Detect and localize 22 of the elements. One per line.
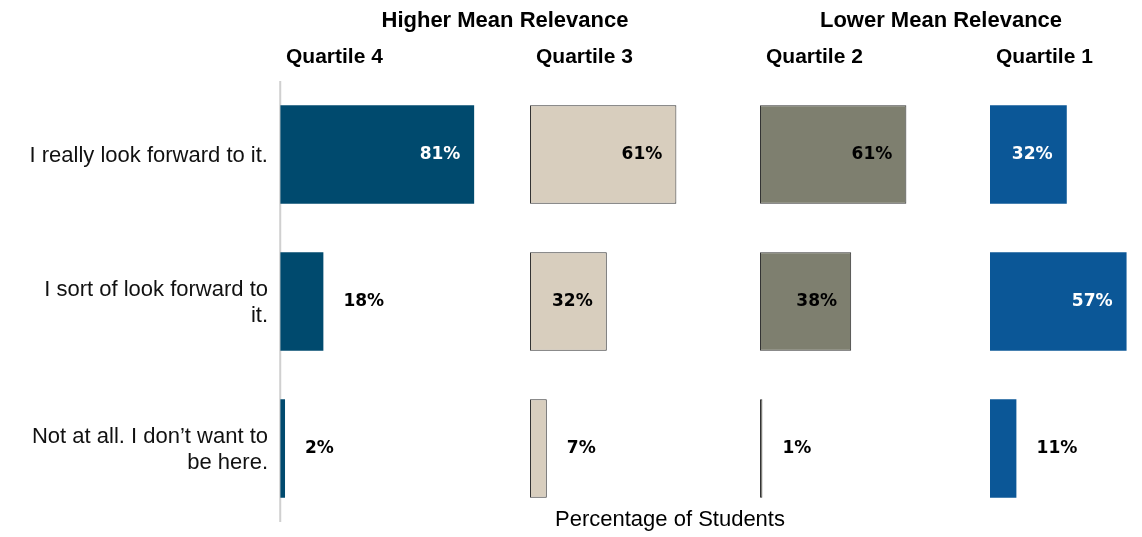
text: Higher Mean Relevance	[380, 7, 630, 33]
data-label: 7%	[566, 436, 596, 457]
data-label: 32%	[551, 289, 593, 310]
chart-title: Quartile 1	[996, 44, 1093, 68]
data-label: 1%	[782, 436, 812, 457]
data-label: 38%	[796, 289, 838, 310]
x-axis-title: Percentage of Students	[554, 506, 786, 532]
data-label: 57%	[1071, 289, 1113, 310]
data-label: 32%	[1011, 142, 1053, 163]
chart-title: Quartile 3	[536, 44, 633, 68]
y-tick-label: I really look forward to it.	[28, 141, 268, 168]
data-label: 11%	[1036, 436, 1078, 457]
y-tick-label: Not at all. I don’t want to be here.	[30, 422, 268, 475]
chart-title: Quartile 4	[286, 44, 383, 68]
data-label: 61%	[621, 142, 663, 163]
data-label: 18%	[343, 289, 385, 310]
chart-title: Quartile 2	[766, 44, 863, 68]
text: Lower Mean Relevance	[818, 7, 1064, 33]
data-label: 61%	[851, 142, 893, 163]
y-tick-label: I sort of look forward to it.	[43, 275, 268, 328]
data-label: 2%	[305, 436, 334, 457]
data-label: 81%	[419, 142, 461, 163]
